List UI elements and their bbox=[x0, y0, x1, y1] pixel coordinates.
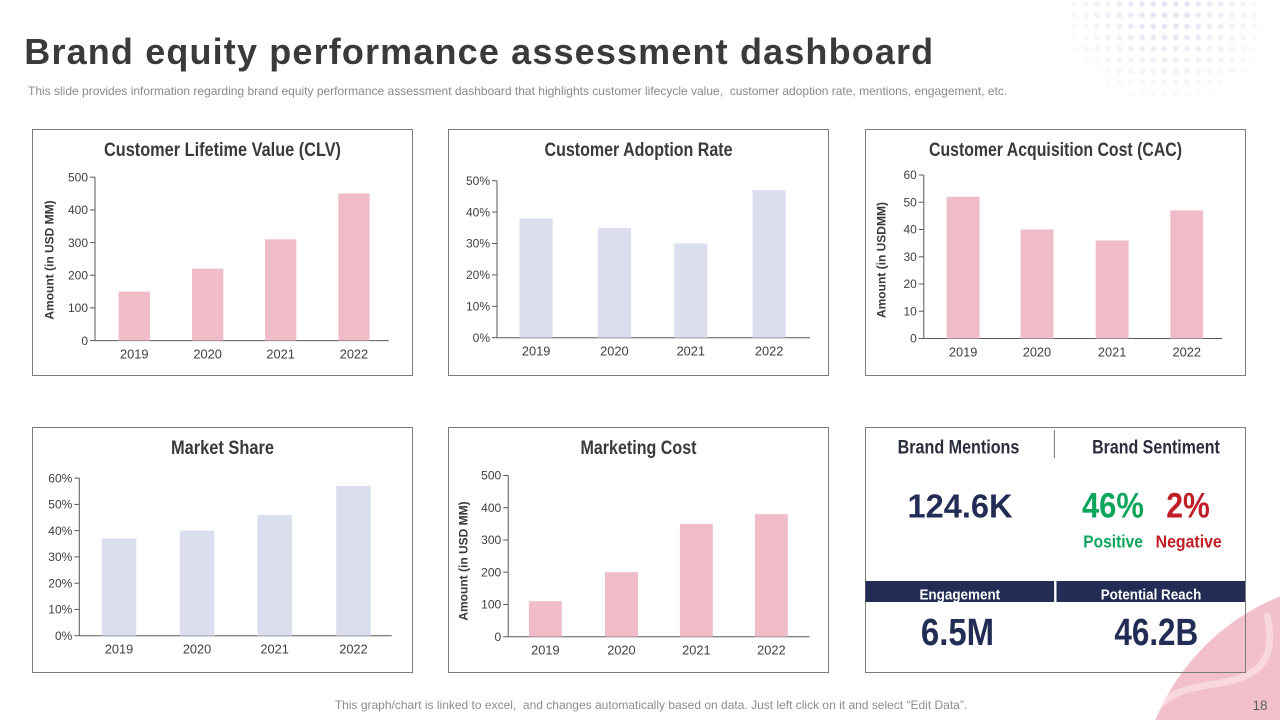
svg-text:20: 20 bbox=[903, 277, 917, 291]
svg-text:Customer Acquisition Cost (CAC: Customer Acquisition Cost (CAC) bbox=[929, 140, 1182, 161]
svg-text:Customer Lifetime Value (CLV): Customer Lifetime Value (CLV) bbox=[104, 140, 341, 161]
svg-text:60: 60 bbox=[903, 168, 917, 182]
svg-text:2020: 2020 bbox=[193, 347, 221, 362]
svg-text:2%: 2% bbox=[1166, 486, 1210, 525]
svg-text:40: 40 bbox=[903, 223, 917, 237]
svg-text:10%: 10% bbox=[48, 603, 72, 617]
svg-text:2022: 2022 bbox=[339, 642, 367, 657]
svg-text:30%: 30% bbox=[48, 550, 72, 564]
svg-text:50: 50 bbox=[903, 195, 917, 209]
svg-text:Amount (in USD MM): Amount (in USD MM) bbox=[457, 501, 471, 620]
svg-text:Negative: Negative bbox=[1156, 532, 1222, 552]
svg-text:2022: 2022 bbox=[1173, 345, 1201, 360]
svg-text:2019: 2019 bbox=[531, 643, 559, 658]
svg-text:0: 0 bbox=[495, 630, 502, 644]
svg-text:30: 30 bbox=[903, 250, 917, 264]
svg-text:46%: 46% bbox=[1082, 486, 1144, 525]
svg-text:30%: 30% bbox=[466, 237, 490, 251]
svg-text:Brand Sentiment: Brand Sentiment bbox=[1092, 436, 1220, 458]
svg-text:Amount (in USDMM): Amount (in USDMM) bbox=[875, 202, 889, 318]
svg-text:124.6K: 124.6K bbox=[908, 489, 1013, 526]
svg-text:10%: 10% bbox=[466, 300, 490, 314]
svg-text:40%: 40% bbox=[466, 205, 490, 219]
svg-text:Brand Mentions: Brand Mentions bbox=[898, 436, 1020, 458]
svg-text:60%: 60% bbox=[48, 471, 72, 485]
svg-text:Customer Adoption Rate: Customer Adoption Rate bbox=[545, 140, 733, 161]
svg-text:100: 100 bbox=[481, 598, 501, 612]
svg-text:40%: 40% bbox=[48, 524, 72, 538]
svg-text:2020: 2020 bbox=[183, 642, 211, 657]
svg-text:Marketing Cost: Marketing Cost bbox=[581, 438, 698, 459]
svg-text:46.2B: 46.2B bbox=[1114, 611, 1198, 653]
svg-text:Potential Reach: Potential Reach bbox=[1101, 587, 1202, 603]
svg-text:2022: 2022 bbox=[757, 643, 785, 658]
svg-text:0%: 0% bbox=[473, 331, 491, 345]
svg-text:20%: 20% bbox=[466, 268, 490, 282]
svg-text:2022: 2022 bbox=[340, 347, 368, 362]
svg-text:2021: 2021 bbox=[266, 347, 294, 362]
svg-text:50%: 50% bbox=[466, 174, 490, 188]
svg-text:Amount (in USD MM): Amount (in USD MM) bbox=[43, 200, 57, 319]
svg-text:2021: 2021 bbox=[260, 642, 288, 657]
svg-text:2021: 2021 bbox=[1098, 345, 1126, 360]
svg-text:2021: 2021 bbox=[682, 643, 710, 658]
svg-text:2019: 2019 bbox=[120, 347, 148, 362]
svg-text:0: 0 bbox=[81, 334, 88, 348]
svg-text:400: 400 bbox=[481, 501, 501, 515]
svg-text:10: 10 bbox=[903, 304, 917, 318]
svg-text:2020: 2020 bbox=[1023, 345, 1051, 360]
svg-text:200: 200 bbox=[68, 268, 88, 282]
svg-text:2021: 2021 bbox=[677, 344, 705, 359]
svg-text:2019: 2019 bbox=[949, 345, 977, 360]
svg-text:500: 500 bbox=[481, 469, 501, 483]
svg-text:500: 500 bbox=[68, 170, 88, 184]
svg-text:100: 100 bbox=[68, 301, 88, 315]
svg-text:Market Share: Market Share bbox=[171, 438, 274, 459]
svg-text:2022: 2022 bbox=[755, 344, 783, 359]
svg-text:50%: 50% bbox=[48, 498, 72, 512]
svg-text:Positive: Positive bbox=[1083, 532, 1143, 552]
svg-text:300: 300 bbox=[481, 533, 501, 547]
svg-text:2019: 2019 bbox=[105, 642, 133, 657]
svg-text:0%: 0% bbox=[55, 629, 73, 643]
svg-text:20%: 20% bbox=[48, 576, 72, 590]
svg-text:2019: 2019 bbox=[522, 344, 550, 359]
svg-text:Engagement: Engagement bbox=[919, 587, 1000, 603]
svg-text:0: 0 bbox=[910, 332, 917, 346]
svg-text:400: 400 bbox=[68, 203, 88, 217]
svg-text:2020: 2020 bbox=[607, 643, 635, 658]
svg-text:300: 300 bbox=[68, 236, 88, 250]
svg-text:200: 200 bbox=[481, 565, 501, 579]
svg-text:2020: 2020 bbox=[600, 344, 628, 359]
svg-text:6.5M: 6.5M bbox=[921, 611, 994, 653]
